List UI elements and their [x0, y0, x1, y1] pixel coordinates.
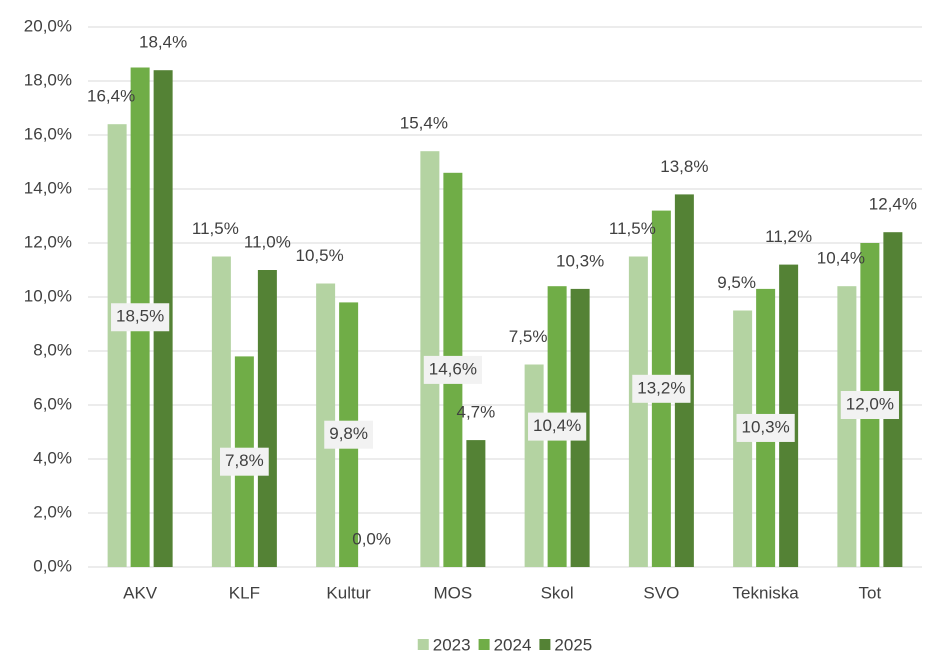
x-tick-label: Tot [859, 583, 882, 602]
data-label: 10,5% [296, 246, 344, 265]
data-label-box [736, 413, 795, 442]
data-label: 13,2% [637, 378, 685, 397]
data-label: 10,3% [556, 251, 604, 270]
y-tick-label: 18,0% [24, 70, 72, 89]
x-tick-label: KLF [229, 583, 260, 602]
data-label: 11,0% [244, 232, 291, 251]
data-label: 18,4% [139, 33, 187, 52]
data-label: 9,5% [717, 273, 756, 292]
bar [628, 256, 648, 567]
data-label: 14,6% [429, 359, 477, 378]
y-tick-label: 8,0% [33, 340, 72, 359]
data-label-box [840, 391, 899, 419]
legend-swatch [478, 639, 490, 650]
y-tick-label: 4,0% [33, 448, 72, 467]
data-label: 10,4% [533, 416, 581, 435]
data-label: 7,5% [509, 327, 548, 346]
data-label-box [324, 420, 373, 449]
x-tick-label: SVO [643, 583, 679, 602]
data-label: 4,7% [457, 403, 496, 422]
data-label-box [632, 374, 691, 403]
y-tick-label: 10,0% [24, 286, 72, 305]
data-label: 18,5% [116, 307, 164, 326]
legend-swatch [417, 639, 429, 650]
legend-label: 2025 [554, 635, 592, 653]
bar [211, 256, 231, 567]
data-label: 16,4% [87, 87, 135, 106]
x-tick-label: Skol [541, 583, 574, 602]
data-label: 12,4% [869, 195, 917, 214]
legend-label: 2024 [494, 635, 532, 653]
y-tick-label: 20,0% [24, 16, 72, 35]
legend-label: 2023 [433, 635, 471, 653]
bar [466, 440, 486, 567]
data-label-box [111, 303, 170, 332]
data-label: 11,5% [192, 219, 239, 238]
y-tick-label: 12,0% [24, 232, 72, 251]
data-label-box [220, 447, 269, 476]
data-label: 11,5% [609, 219, 656, 238]
bar [107, 124, 127, 567]
data-label: 15,4% [400, 114, 448, 133]
y-tick-label: 0,0% [33, 556, 72, 575]
data-label: 11,2% [765, 227, 812, 246]
data-label: 10,3% [742, 417, 790, 436]
bar [257, 270, 277, 567]
y-tick-label: 16,0% [24, 124, 72, 143]
data-label: 0,0% [352, 529, 391, 548]
data-label-box [423, 355, 482, 384]
data-label: 10,4% [817, 249, 865, 268]
x-tick-label: MOS [434, 583, 473, 602]
y-tick-label: 2,0% [33, 502, 72, 521]
bar [837, 286, 857, 567]
data-label: 9,8% [329, 424, 368, 443]
y-tick-label: 6,0% [33, 394, 72, 413]
y-tick-label: 14,0% [24, 178, 72, 197]
x-tick-label: Kultur [326, 583, 371, 602]
x-tick-label: AKV [123, 583, 158, 602]
data-label: 13,8% [660, 157, 708, 176]
data-label-box [528, 412, 587, 441]
x-tick-label: Tekniska [733, 583, 800, 602]
bar [524, 364, 544, 567]
data-label: 7,8% [225, 451, 264, 470]
data-label: 12,0% [846, 394, 894, 413]
legend-swatch [539, 639, 551, 650]
